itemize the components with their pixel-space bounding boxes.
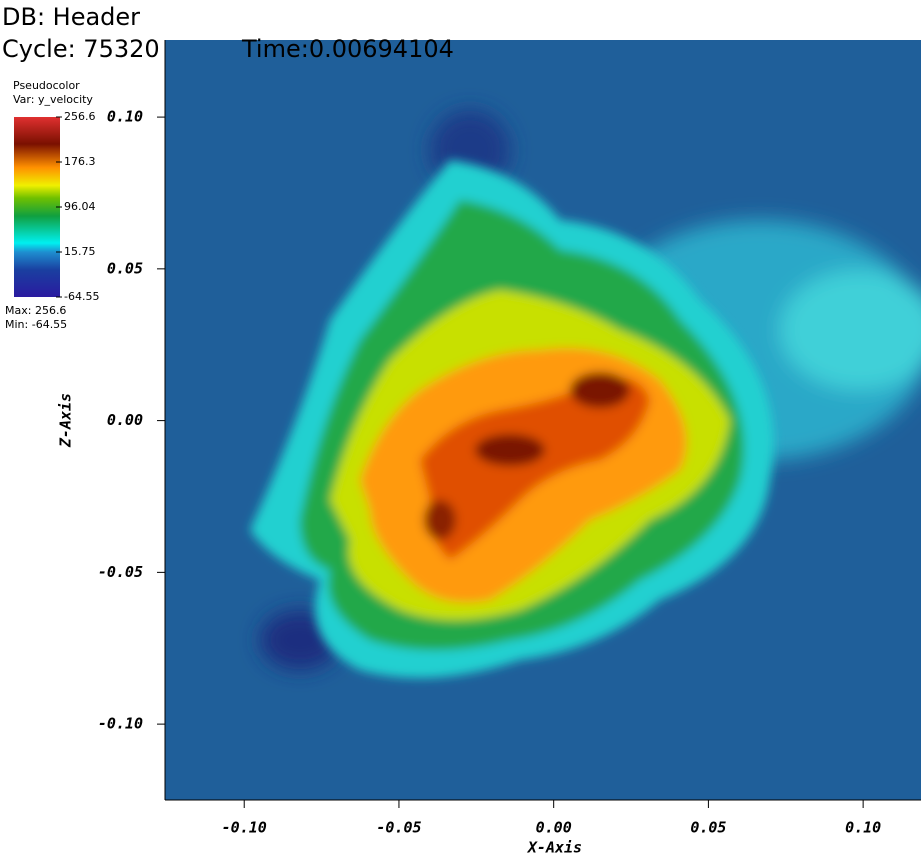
legend-tick-label: 256.6 — [64, 110, 96, 123]
legend-variable: Var: y_velocity — [13, 93, 93, 106]
legend-tick-label: 176.3 — [64, 155, 96, 168]
header-time: Time:0.00694104 — [241, 35, 454, 63]
x-tick-label: -0.10 — [222, 819, 267, 837]
legend-tick-label: 15.75 — [64, 245, 96, 258]
y-axis-label: Z-Axis — [57, 393, 75, 448]
x-tick-label: -0.05 — [376, 819, 421, 837]
y-tick-label: 0.10 — [107, 108, 143, 126]
legend-tick-label: -64.55 — [64, 290, 99, 303]
y-tick-label: -0.05 — [98, 563, 143, 581]
legend-title: Pseudocolor — [13, 79, 80, 92]
legend-max: Max: 256.6 — [5, 304, 66, 317]
x-tick-label: 0.05 — [690, 819, 726, 837]
colorbar — [14, 117, 60, 297]
y-tick-label: 0.00 — [107, 411, 143, 429]
field — [165, 40, 921, 800]
x-axis-label: X-Axis — [526, 839, 582, 857]
page: X-Axis Z-Axis Pseudocolor Var: y_velocit… — [0, 0, 921, 859]
x-tick-label: 0.10 — [845, 819, 881, 837]
chart: X-Axis Z-Axis Pseudocolor Var: y_velocit… — [0, 0, 921, 859]
header-db: DB: Header — [2, 3, 140, 31]
legend-tick-label: 96.04 — [64, 200, 96, 213]
header-cycle: Cycle: 75320 — [2, 35, 160, 63]
y-tick-label: 0.05 — [107, 259, 143, 277]
y-tick-label: -0.10 — [98, 715, 143, 733]
legend-min: Min: -64.55 — [5, 318, 67, 331]
x-tick-label: 0.00 — [536, 819, 572, 837]
